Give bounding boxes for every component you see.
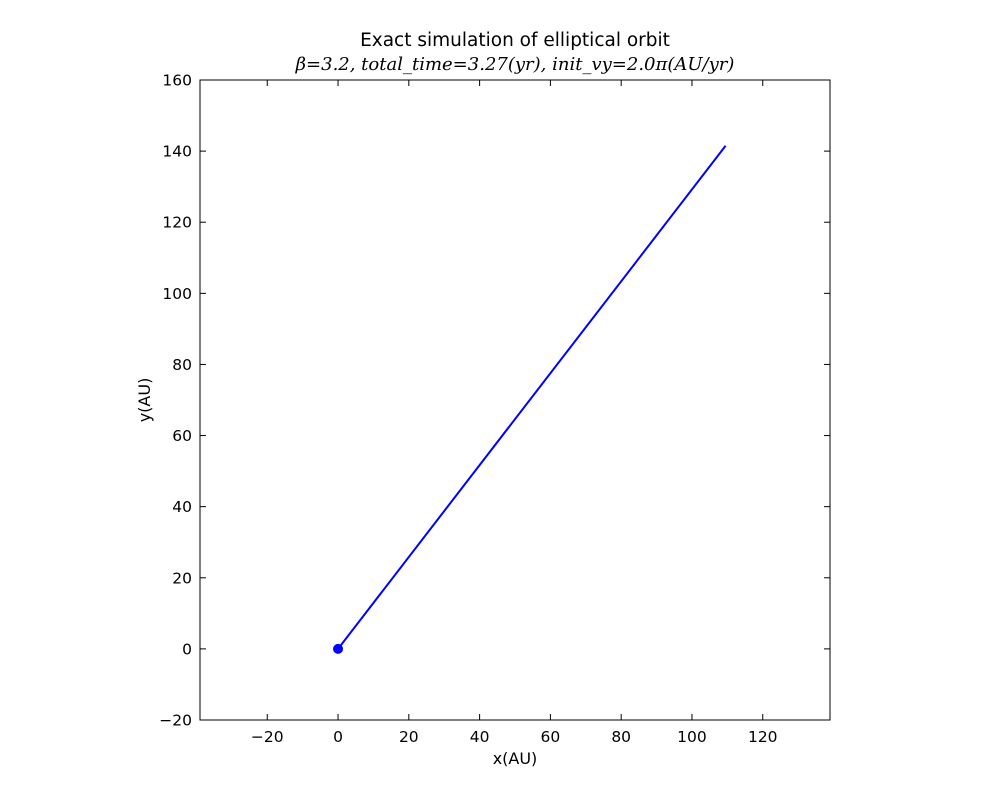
ticks-layer: −20 0 20 40 60 80 100 120 −20 0 20 40 60 80 100 120 140 1…: [159, 72, 830, 746]
x-tick-label: 20: [399, 728, 419, 746]
y-tick-label: 140: [162, 143, 192, 161]
x-tick-label: 100: [677, 728, 707, 746]
x-tick-label: 80: [611, 728, 631, 746]
orbit-line: [337, 145, 727, 650]
series-layer: [333, 145, 727, 654]
y-tick-label: 20: [172, 569, 192, 587]
x-tick-label: 120: [748, 728, 778, 746]
chart-subtitle: β=3.2, total_time=3.27(yr), init_vy=2.0π…: [295, 54, 735, 75]
x-tick-label: 40: [470, 728, 490, 746]
y-tick-label: 100: [162, 285, 192, 303]
y-axis-label: y(AU): [135, 378, 154, 423]
x-tick-label: 60: [541, 728, 561, 746]
axes-frame: [199, 79, 831, 721]
y-tick-label: 60: [172, 427, 192, 445]
x-axis-label: x(AU): [493, 749, 538, 768]
y-tick-label: 160: [162, 72, 192, 90]
origin-marker: [333, 643, 344, 654]
y-tick-label: 0: [182, 640, 192, 658]
y-tick-label: −20: [159, 712, 192, 730]
x-tick-label: 0: [333, 728, 343, 746]
y-tick-label: 120: [162, 214, 192, 232]
y-tick-label: 40: [172, 498, 192, 516]
y-tick-label: 80: [172, 356, 192, 374]
chart-title: Exact simulation of elliptical orbit: [360, 30, 670, 51]
x-tick-label: −20: [251, 728, 284, 746]
